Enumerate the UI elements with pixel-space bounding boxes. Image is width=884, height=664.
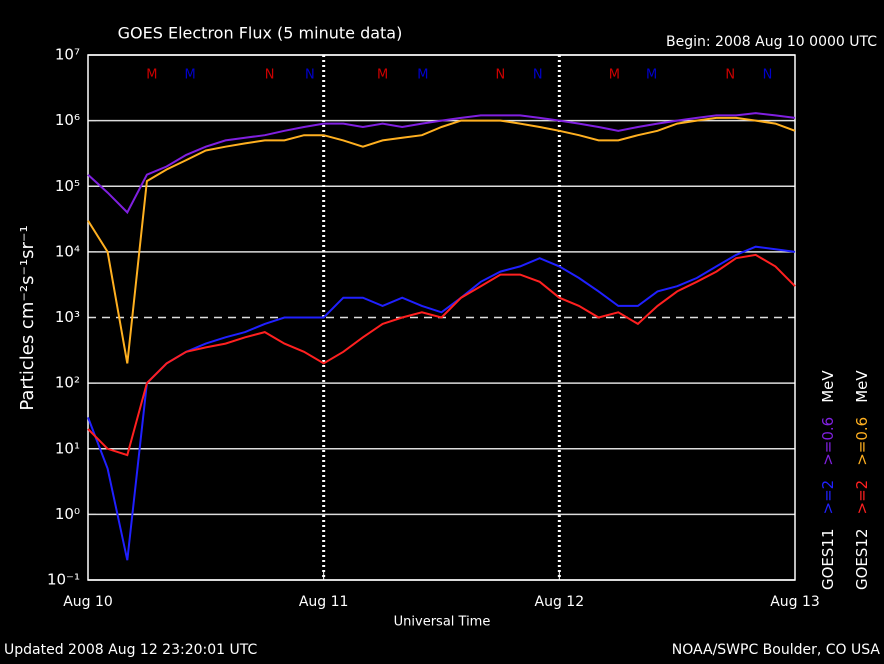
legend: GOES12 >=2 >=0.6 MeV bbox=[853, 370, 871, 590]
annotation: M bbox=[377, 68, 388, 83]
x-tick-label: Aug 11 bbox=[299, 594, 349, 610]
legend-unit: MeV bbox=[819, 370, 837, 403]
x-axis-label: Universal Time bbox=[394, 615, 491, 630]
series-line bbox=[87, 245, 796, 561]
legend-entry: >=2 bbox=[819, 480, 837, 515]
annotation: N bbox=[496, 68, 506, 83]
annotation: N bbox=[265, 68, 275, 83]
chart-title: GOES Electron Flux (5 minute data) bbox=[118, 24, 403, 43]
x-tick-label: Aug 12 bbox=[535, 594, 585, 610]
annotation: M bbox=[146, 68, 157, 83]
annotation: N bbox=[305, 68, 315, 83]
y-tick-label: 10¹ bbox=[55, 439, 80, 457]
annotation: M bbox=[609, 68, 620, 83]
series-line bbox=[87, 112, 796, 215]
legend-unit: MeV bbox=[853, 370, 871, 403]
legend: GOES11 >=2 >=0.6 MeV bbox=[819, 370, 837, 590]
x-tick-label: Aug 13 bbox=[770, 594, 820, 610]
annotation: M bbox=[646, 68, 657, 83]
annotation: N bbox=[533, 68, 543, 83]
legend-entry: >=0.6 bbox=[819, 417, 837, 466]
legend-satellite: GOES11 bbox=[819, 528, 837, 590]
chart-subtitle: Begin: 2008 Aug 10 0000 UTC bbox=[666, 34, 877, 50]
annotation: N bbox=[725, 68, 735, 83]
legend-satellite: GOES12 bbox=[853, 528, 871, 590]
y-tick-label: 10⁶ bbox=[55, 111, 80, 129]
legend-entry: >=2 bbox=[853, 480, 871, 515]
y-tick-label: 10⁰ bbox=[55, 505, 80, 523]
y-tick-label: 10⁻¹ bbox=[47, 571, 80, 589]
y-tick-label: 10⁴ bbox=[55, 242, 80, 260]
footer-right: NOAA/SWPC Boulder, CO USA bbox=[672, 642, 881, 658]
y-axis-label: Particles cm⁻²s⁻¹sr⁻¹ bbox=[17, 225, 38, 410]
y-tick-label: 10² bbox=[55, 374, 80, 392]
plot-frame bbox=[87, 54, 796, 581]
series-line bbox=[87, 116, 796, 364]
annotation: M bbox=[417, 68, 428, 83]
x-tick-label: Aug 10 bbox=[63, 594, 113, 610]
y-tick-label: 10³ bbox=[55, 308, 80, 326]
y-tick-label: 10⁵ bbox=[55, 177, 80, 195]
y-tick-label: 10⁷ bbox=[55, 46, 80, 64]
footer-left: Updated 2008 Aug 12 23:20:01 UTC bbox=[4, 642, 257, 658]
annotation: N bbox=[763, 68, 773, 83]
series-line bbox=[87, 253, 796, 457]
legend-entry: >=0.6 bbox=[853, 417, 871, 466]
annotation: M bbox=[185, 68, 196, 83]
